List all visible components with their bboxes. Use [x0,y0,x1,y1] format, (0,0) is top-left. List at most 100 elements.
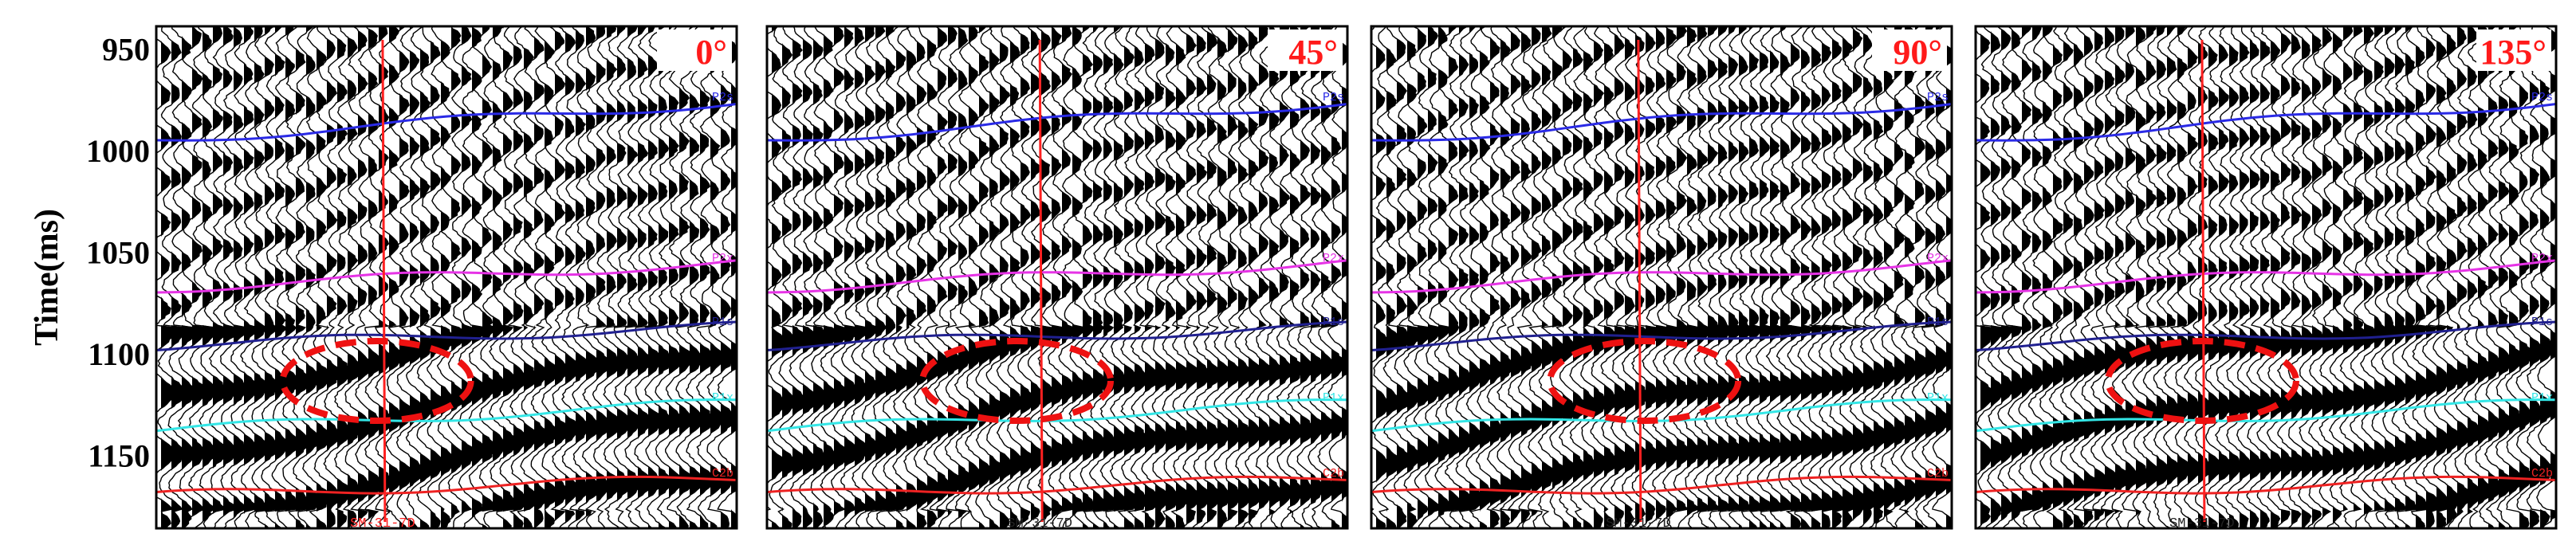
trace-fill [1062,26,1076,528]
trace-fill [1176,26,1190,528]
trace [954,26,983,528]
trace [2027,26,2056,528]
trace [1213,26,1242,528]
trace-fill [1739,26,1752,528]
trace [996,26,1025,528]
trace-fill [596,26,611,528]
trace-fill [1521,26,1535,528]
trace-fill [1646,26,1660,528]
trace-fill [2281,26,2295,528]
trace-fill [1386,26,1400,528]
trace [778,26,807,528]
trace-fill [1072,26,1087,528]
trace [913,26,942,528]
trace [1496,26,1525,528]
trace [1932,26,1952,520]
horizon [155,475,737,495]
trace-fill [1656,26,1669,528]
trace-fill [1000,26,1014,528]
trace [810,26,839,528]
trace [2173,26,2203,528]
trace-fill [948,26,962,528]
trace [2214,26,2244,528]
trace [592,26,622,528]
trace-fill [1780,26,1794,528]
trace [1859,26,1889,528]
trace [2059,26,2088,528]
trace-fill [2322,26,2336,528]
trace [2287,26,2316,528]
trace [1580,26,1609,528]
trace-fill [792,26,806,528]
trace [882,26,910,528]
trace [2256,26,2286,528]
trace-fill [234,26,248,528]
trace-fill [1428,26,1442,528]
trace [1911,26,1940,528]
trace-fill [1376,26,1390,528]
trace [208,26,238,528]
horizon-label: P2s [1323,91,1344,104]
trace [2276,26,2306,528]
trace [613,26,643,528]
trace [1286,26,1316,528]
trace [447,26,476,528]
trace [1027,26,1056,528]
trace-fill [855,26,868,528]
trace [2463,26,2492,528]
trace-fill [1604,26,1618,528]
trace-fill [1980,26,1995,528]
trace-fill [2550,26,2556,528]
trace-fill [1407,26,1422,528]
trace [1976,29,1996,528]
horizon-label: P2s [712,91,733,104]
trace-fill [2198,26,2212,528]
trace [2205,26,2233,528]
trace [2121,26,2150,528]
trace [1693,26,1722,528]
trace-fill [2136,26,2149,528]
trace [2110,26,2140,528]
trace-fill [368,26,382,528]
trace-fill [1760,26,1774,528]
trace-fill [2468,26,2482,528]
trace [1652,26,1681,528]
trace [1006,26,1035,528]
trace-fill [2032,26,2047,528]
trace [1203,26,1232,528]
trace-fill [2094,26,2108,528]
trace [1621,26,1650,528]
trace [354,26,383,528]
trace-fill [2364,26,2378,528]
trace-fill [1052,26,1065,528]
trace-fill [1021,26,1035,528]
trace-fill [2001,26,2016,528]
trace [1610,26,1640,528]
panel-frame [155,25,738,530]
trace [1245,26,1273,528]
trace-fill [2302,26,2315,528]
trace [188,26,217,528]
trace [1393,26,1422,528]
trace-fill [886,26,899,528]
trace-fill [1114,26,1127,528]
trace-fill [2157,26,2170,528]
trace [561,26,591,528]
trace-fill [813,26,827,528]
trace [167,26,196,528]
trace-fill [1853,26,1867,528]
trace-fill [192,26,205,528]
trace [395,26,425,528]
traces [1976,26,2556,528]
trace [985,26,1015,528]
highlight [919,338,1115,424]
trace [2298,26,2327,528]
trace [1558,26,1588,528]
horizon [766,103,1348,142]
trace-fill [451,26,466,528]
trace-fill [2229,26,2243,528]
horizon [1975,398,2557,433]
trace [2328,26,2358,528]
trace [1130,26,1160,528]
